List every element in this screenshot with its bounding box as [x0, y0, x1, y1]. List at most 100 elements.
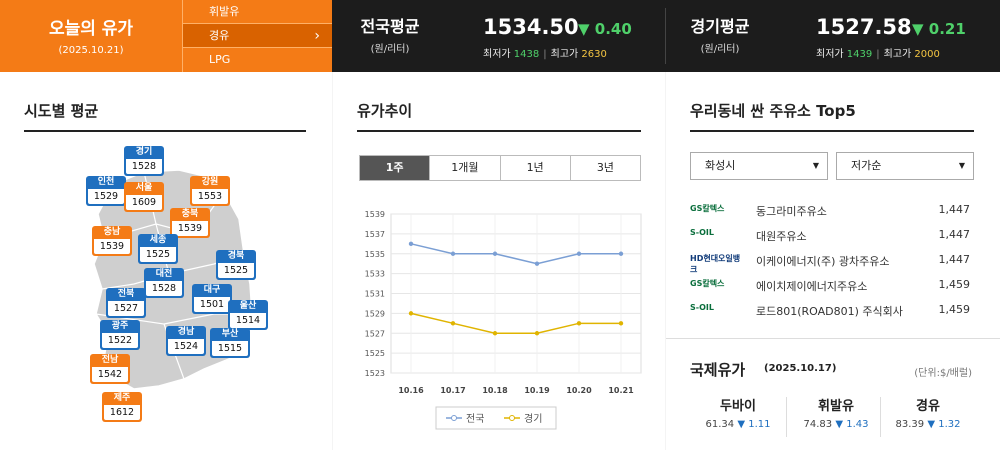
station-row[interactable]: GS칼텍스 동그라미주유소 1,447 [690, 198, 972, 222]
region-price: 1514 [230, 313, 266, 328]
cheap-station-panel: 우리동네 싼 주유소 Top5 화성시 ▼ 저가순 ▼ GS칼텍스 동그라미주유소 1,… [666, 72, 1000, 450]
brand-logo: GS칼텍스 [690, 279, 725, 288]
region-name: 서울 [135, 183, 153, 193]
y-tick-label: 1533 [365, 270, 385, 279]
region-badge[interactable]: 서울 1609 [124, 182, 164, 212]
international-oil-section: 국제유가 (2025.10.17) (단위:$/배럴) 두바이 61.34 ▼ … [666, 338, 1000, 450]
legend-label: 전국 [466, 413, 484, 425]
national-unit: (원/리터) [370, 44, 410, 55]
data-point [492, 251, 498, 256]
region-name: 전북 [117, 289, 135, 299]
gyeonggi-max: 2000 [914, 49, 940, 60]
city-select-value: 화성시 [705, 159, 736, 172]
region-name: 대전 [155, 269, 173, 279]
station-row[interactable]: S-OIL 로드801(ROAD801) 주식회사 1,459 [690, 298, 972, 322]
region-name: 강원 [201, 177, 219, 187]
gyeonggi-change: ▼ 0.21 [912, 20, 966, 38]
station-row[interactable]: S-OIL 대원주유소 1,447 [690, 223, 972, 247]
brand-logo: GS칼텍스 [690, 204, 725, 213]
min-label: 최저가 [483, 49, 511, 60]
tab-3years[interactable]: 3년 [596, 161, 614, 174]
y-tick-label: 1535 [365, 250, 385, 259]
trend-panel-title: 유가추이 [357, 102, 413, 120]
region-badge[interactable]: 세종 1525 [138, 234, 178, 264]
oil-name: 휘발유 [818, 399, 854, 414]
tab-1week[interactable]: 1주 [360, 156, 431, 180]
region-badge[interactable]: 경남 1524 [166, 326, 206, 356]
region-name: 전남 [101, 355, 119, 365]
region-badge[interactable]: 인천 1529 [86, 176, 126, 206]
tab-1month[interactable]: 1개월 [430, 156, 501, 180]
region-badge[interactable]: 전남 1542 [90, 354, 130, 384]
region-badge[interactable]: 광주 1522 [100, 320, 140, 350]
region-badge[interactable]: 대전 1528 [144, 268, 184, 298]
national-change: ▼ 0.40 [578, 20, 632, 38]
region-name: 충북 [181, 209, 199, 219]
data-point [450, 321, 456, 326]
fuel-tab-diesel[interactable]: 경유 › [183, 24, 332, 48]
region-badge[interactable]: 대구 1501 [192, 284, 232, 314]
tab-1year[interactable]: 1년 [501, 156, 571, 180]
gyeonggi-minmax: 최저가 1439 | 최고가 2000 [816, 49, 940, 60]
region-badge[interactable]: 제주 1612 [102, 392, 142, 422]
y-tick-label: 1529 [365, 309, 385, 318]
fuel-tab-lpg[interactable]: LPG [209, 53, 231, 66]
region-name: 대구 [203, 285, 221, 295]
title-underline [690, 130, 974, 132]
brand-logo: S-OIL [690, 228, 714, 237]
region-price: 1539 [94, 239, 130, 254]
region-price: 1529 [88, 189, 124, 204]
region-badge[interactable]: 충북 1539 [170, 208, 210, 238]
station-name: 에이치제이에너지주유소 [756, 280, 868, 293]
region-price: 1527 [108, 301, 144, 316]
divider [880, 397, 881, 437]
title-underline [24, 130, 306, 132]
dropdown-arrow-icon: ▼ [812, 161, 819, 170]
region-name: 경기 [135, 147, 153, 157]
oil-change: 1.11 [748, 419, 771, 430]
station-row[interactable]: GS칼텍스 에이치제이에너지주유소 1,459 [690, 273, 972, 297]
fuel-tab-label: 경유 [209, 29, 230, 42]
y-tick-label: 1525 [365, 349, 385, 358]
x-tick-label: 10.16 [398, 386, 424, 395]
region-price: 1612 [104, 405, 140, 420]
station-name: 이케이에너지(주) 광차주유소 [756, 255, 890, 268]
oil-value: 61.34 [705, 419, 735, 430]
data-point [576, 321, 582, 326]
y-tick-label: 1523 [365, 369, 385, 378]
national-price: 1534.50 [483, 15, 579, 39]
y-tick-label: 1531 [365, 290, 385, 299]
data-point [534, 261, 540, 266]
intl-gasoline: 휘발유 74.83 ▼ 1.43 [790, 395, 882, 430]
region-badge[interactable]: 강원 1553 [190, 176, 230, 206]
region-name: 제주 [113, 393, 131, 403]
station-price: 1,447 [938, 203, 971, 216]
station-price: 1,459 [938, 278, 971, 291]
region-badge[interactable]: 경북 1525 [216, 250, 256, 280]
chevron-right-icon: › [314, 28, 320, 44]
region-price: 1525 [140, 247, 176, 262]
city-select[interactable]: 화성시 ▼ [690, 152, 828, 180]
region-badge[interactable]: 충남 1539 [92, 226, 132, 256]
region-price: 1609 [126, 195, 162, 210]
region-name: 경북 [227, 251, 245, 261]
region-badge[interactable]: 울산 1514 [228, 300, 268, 330]
down-arrow-icon: ▼ [927, 419, 936, 430]
legend-label: 경기 [524, 412, 542, 425]
fuel-tab-gasoline[interactable]: 휘발유 [183, 0, 332, 24]
region-badge[interactable]: 경기 1528 [124, 146, 164, 176]
region-badge[interactable]: 전북 1527 [106, 288, 146, 318]
station-price: 1,447 [938, 228, 971, 241]
x-tick-label: 10.21 [608, 386, 634, 395]
oil-value: 83.39 [895, 419, 925, 430]
station-row[interactable]: HD현대오일뱅크 이케이에너지(주) 광차주유소 1,447 [690, 248, 972, 274]
title-underline [357, 130, 641, 132]
legend-marker [451, 415, 457, 421]
gyeonggi-unit: (원/리터) [700, 44, 740, 55]
oil-name: 경유 [916, 399, 940, 414]
brand-block: 오늘의 유가 (2025.10.21) [0, 0, 182, 72]
region-price: 1553 [192, 189, 228, 204]
top-bar: 오늘의 유가 (2025.10.21) 휘발유 경유 › LPG 전국평균 (원/… [0, 0, 1000, 72]
region-badge[interactable]: 부산 1515 [210, 328, 250, 358]
sort-select[interactable]: 저가순 ▼ [836, 152, 974, 180]
